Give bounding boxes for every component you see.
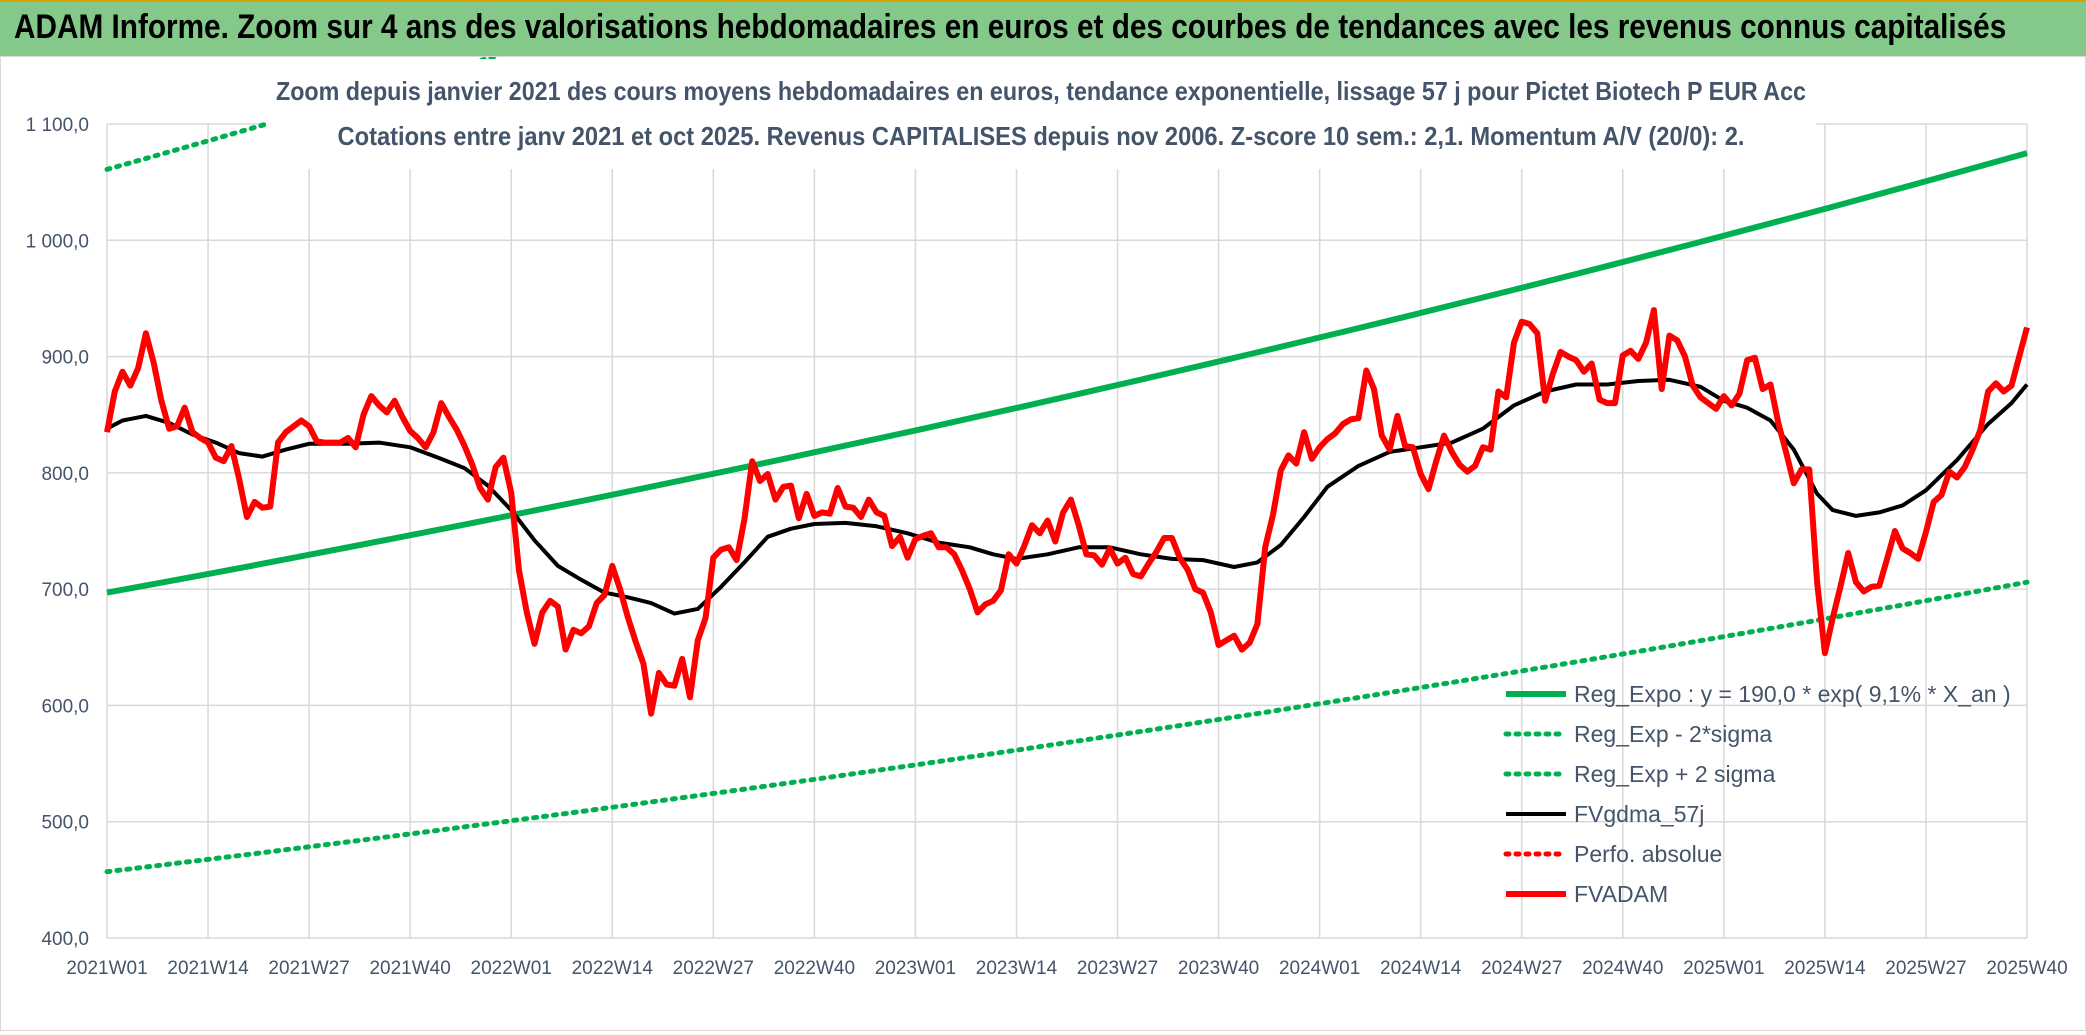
tick-layer: 400,0 500,0 600,0 700,0 800,0 900,0 1 000,0 1 1… <box>26 115 2068 979</box>
x-tick-label: 2025W27 <box>1885 958 1966 979</box>
series-line <box>104 307 2030 717</box>
legend-label: FVADAM <box>1574 881 1668 907</box>
grid-layer <box>106 123 2028 939</box>
price-chart: 400,0 500,0 600,0 700,0 800,0 900,0 1 000,0 1 1… <box>26 57 2068 979</box>
x-tick-label: 2021W27 <box>268 958 349 979</box>
x-tick-label: 2021W01 <box>66 958 147 979</box>
x-tick-label: 2021W14 <box>167 958 249 979</box>
x-tick-label: 2024W01 <box>1279 958 1360 979</box>
x-tick-label: 2024W14 <box>1380 958 1462 979</box>
x-tick-label: 2023W01 <box>875 958 956 979</box>
y-tick-label: 1 000,0 <box>26 231 89 252</box>
x-tick-label: 2025W14 <box>1784 958 1866 979</box>
y-tick-label: 500,0 <box>41 813 89 834</box>
subtitle-background <box>266 59 1816 169</box>
series-line <box>106 377 2029 616</box>
x-tick-label: 2023W40 <box>1178 958 1259 979</box>
x-tick-label: 2022W14 <box>572 958 654 979</box>
report-title: ADAM Informe. Zoom sur 4 ans des valoris… <box>14 8 2007 46</box>
y-tick-label: 600,0 <box>41 696 89 717</box>
y-tick-label: 700,0 <box>41 580 89 601</box>
chart-subtitle-line-1: Zoom depuis janvier 2021 des cours moyen… <box>276 76 1806 106</box>
y-tick-label: 900,0 <box>41 348 89 369</box>
x-tick-label: 2025W01 <box>1683 958 1764 979</box>
chart-area: 400,0 500,0 600,0 700,0 800,0 900,0 1 000,0 1 1… <box>0 56 2086 1031</box>
y-tick-label: 800,0 <box>41 464 89 485</box>
y-tick-label: 1 100,0 <box>26 115 89 136</box>
chart-subtitle-line-2: Cotations entre janv 2021 et oct 2025. R… <box>338 121 1745 151</box>
x-tick-label: 2024W27 <box>1481 958 1562 979</box>
x-tick-label: 2021W40 <box>369 958 450 979</box>
legend-label: Perfo. absolue <box>1574 841 1722 867</box>
legend-label: Reg_Exp - 2*sigma <box>1574 721 1772 747</box>
x-tick-label: 2024W40 <box>1582 958 1663 979</box>
x-tick-label: 2025W40 <box>1986 958 2067 979</box>
series-layer <box>104 57 2030 875</box>
header-bar: ADAM Informe. Zoom sur 4 ans des valoris… <box>0 0 2086 56</box>
x-tick-label: 2022W27 <box>673 958 754 979</box>
y-tick-label: 400,0 <box>41 929 89 950</box>
x-tick-label: 2022W01 <box>471 958 552 979</box>
legend-label: Reg_Expo : y = 190,0 * exp( 9,1% * X_an … <box>1574 681 2011 707</box>
x-tick-label: 2023W27 <box>1077 958 1158 979</box>
legend-label: Reg_Exp + 2 sigma <box>1574 761 1776 787</box>
x-tick-label: 2022W40 <box>774 958 855 979</box>
legend: Reg_Expo : y = 190,0 * exp( 9,1% * X_an … <box>1503 681 2011 907</box>
x-tick-label: 2023W14 <box>976 958 1058 979</box>
series-line <box>104 579 2030 875</box>
legend-label: FVgdma_57j <box>1574 801 1704 827</box>
series-line <box>106 150 2028 596</box>
